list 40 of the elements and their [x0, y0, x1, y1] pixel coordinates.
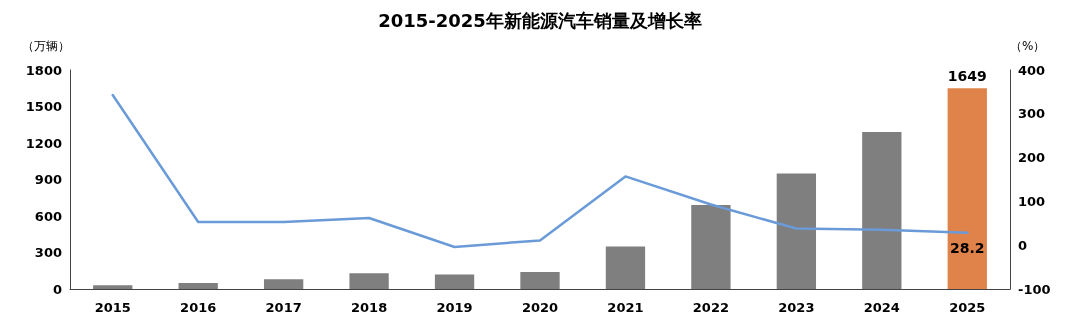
- y-tick-label: 300: [34, 245, 62, 260]
- bar: [776, 173, 817, 289]
- bar: [434, 274, 475, 289]
- x-tick-label: 2024: [863, 300, 900, 315]
- y-tick-label: 0: [52, 281, 62, 297]
- y2-tick-label: 400: [1018, 62, 1046, 78]
- bar: [605, 246, 646, 289]
- y2-tick-label: 0: [1018, 237, 1028, 253]
- x-tick-label: 2017: [265, 300, 302, 315]
- y2-tick-label: -100: [1018, 281, 1051, 297]
- x-tick-label: 2023: [778, 300, 815, 315]
- y-tick-label: 1200: [25, 135, 62, 151]
- bar: [691, 205, 731, 289]
- bar: [862, 132, 902, 289]
- data-label: 28.2: [950, 239, 985, 256]
- y-tick-label: 1500: [25, 99, 62, 114]
- y-tick-label: 600: [34, 208, 62, 224]
- bar: [520, 271, 560, 289]
- x-tick-label: 2019: [436, 300, 473, 315]
- x-tick-label: 2020: [521, 300, 559, 315]
- bar: [263, 279, 304, 289]
- bar: [349, 273, 389, 289]
- y-tick-label: 1800: [25, 62, 62, 78]
- x-tick-label: 2015: [94, 300, 131, 315]
- x-tick-label: 2025: [949, 300, 986, 315]
- x-tick-label: 2016: [180, 300, 217, 315]
- bar: [178, 282, 218, 289]
- y2-tick-label: 200: [1018, 150, 1046, 166]
- y2-tick-label: 300: [1018, 106, 1046, 122]
- bar: [93, 285, 133, 289]
- chart-title: 2015-2025年新能源汽车销量及增长率: [378, 9, 702, 31]
- y2-axis-title: （%）: [1010, 39, 1046, 53]
- y-tick-label: 900: [34, 172, 62, 187]
- y2-tick-label: 100: [1018, 193, 1046, 209]
- data-label: 1649: [947, 68, 987, 85]
- y-axis-title: （万辆）: [22, 39, 70, 53]
- x-tick-label: 2022: [692, 300, 729, 315]
- x-tick-label: 2018: [351, 300, 388, 315]
- bar: [947, 88, 987, 289]
- x-tick-label: 2021: [607, 300, 644, 315]
